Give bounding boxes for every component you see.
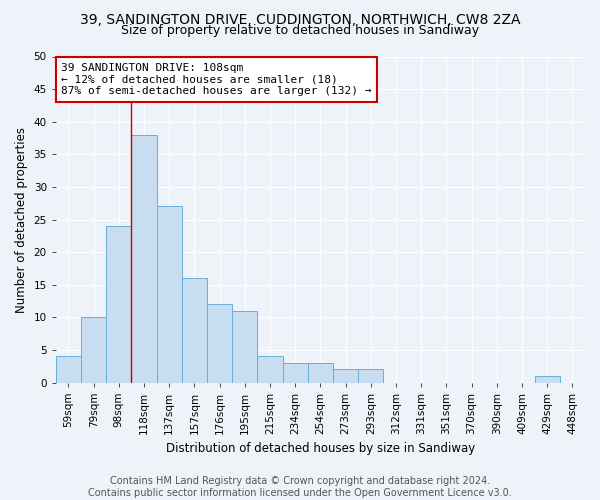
Bar xyxy=(308,363,333,382)
Bar xyxy=(157,206,182,382)
Bar xyxy=(207,304,232,382)
Bar xyxy=(182,278,207,382)
Y-axis label: Number of detached properties: Number of detached properties xyxy=(15,126,28,312)
Text: 39, SANDINGTON DRIVE, CUDDINGTON, NORTHWICH, CW8 2ZA: 39, SANDINGTON DRIVE, CUDDINGTON, NORTHW… xyxy=(80,12,520,26)
Bar xyxy=(131,134,157,382)
Text: 39 SANDINGTON DRIVE: 108sqm
← 12% of detached houses are smaller (18)
87% of sem: 39 SANDINGTON DRIVE: 108sqm ← 12% of det… xyxy=(61,63,371,96)
Bar xyxy=(333,370,358,382)
Bar xyxy=(535,376,560,382)
Bar xyxy=(257,356,283,382)
Bar xyxy=(106,226,131,382)
Bar xyxy=(283,363,308,382)
Text: Size of property relative to detached houses in Sandiway: Size of property relative to detached ho… xyxy=(121,24,479,37)
Bar xyxy=(81,318,106,382)
Text: Contains HM Land Registry data © Crown copyright and database right 2024.
Contai: Contains HM Land Registry data © Crown c… xyxy=(88,476,512,498)
Bar xyxy=(358,370,383,382)
Bar xyxy=(56,356,81,382)
X-axis label: Distribution of detached houses by size in Sandiway: Distribution of detached houses by size … xyxy=(166,442,475,455)
Bar xyxy=(232,311,257,382)
